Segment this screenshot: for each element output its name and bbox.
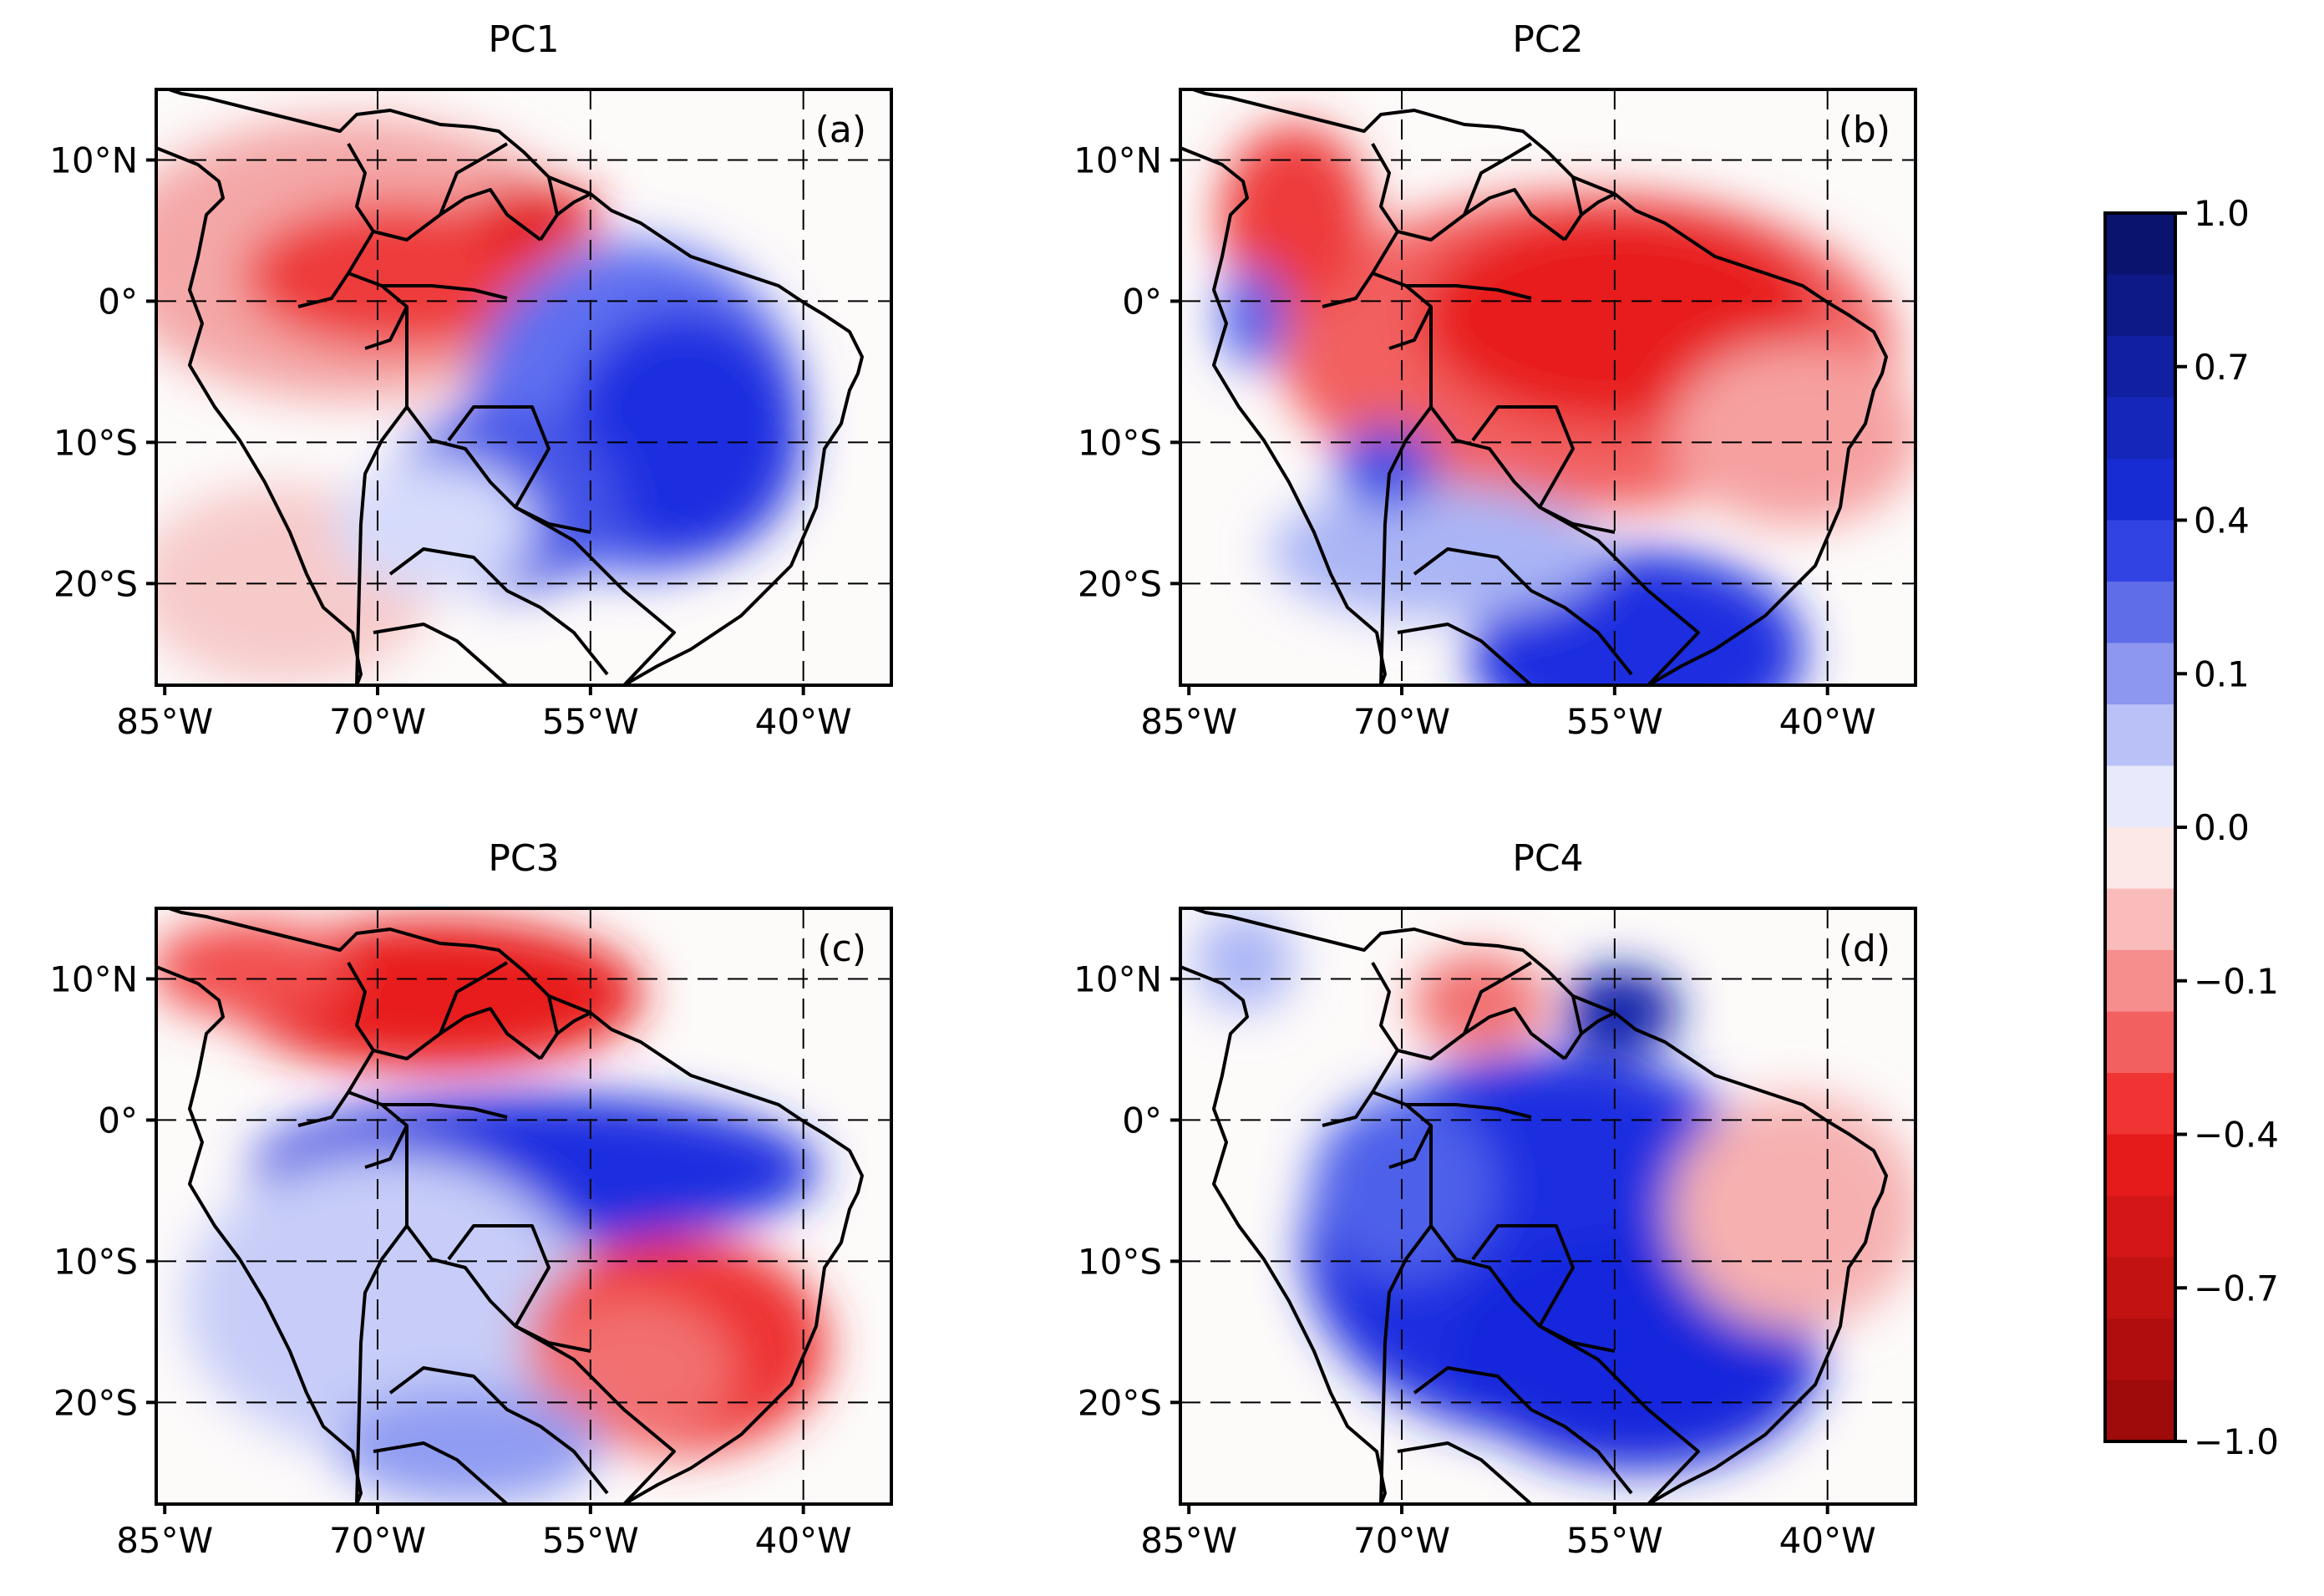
colorbar-bin (2105, 1319, 2175, 1380)
colorbar-bin (2105, 274, 2175, 337)
colorbar-bin (2105, 765, 2175, 828)
lon-tick-label: 40°W (1779, 701, 1876, 742)
gridlines (156, 89, 891, 685)
lat-tick-label: 10°S (53, 422, 138, 463)
lon-tick-label: 85°W (116, 701, 213, 742)
lon-tick-label: 40°W (755, 1520, 852, 1561)
lon-tick-label: 55°W (542, 1520, 639, 1561)
panel-title: PC1 (488, 18, 559, 61)
lat-tick-label: 0° (1122, 281, 1162, 322)
colorbar-bin (2105, 582, 2175, 643)
anomaly-field (1220, 125, 1916, 685)
colorbar-bin (2105, 336, 2175, 398)
panel-label: (b) (1839, 109, 1890, 151)
lon-tick-label: 85°W (116, 1520, 213, 1561)
lat-tick-label: 20°S (1078, 1382, 1162, 1423)
panel-d: PC4 (d) 10°N 0° 10°S 20°S 85°W 70°W 55°W 40°W (1073, 837, 1917, 1561)
lon-tick-labels: 85°W 70°W 55°W 40°W (1140, 1504, 1876, 1561)
colorbar-tick-label: −0.1 (2194, 961, 2279, 1002)
lon-tick-labels: 85°W 70°W 55°W 40°W (116, 1504, 852, 1561)
colorbar-tick-label: −1.0 (2194, 1421, 2279, 1462)
colorbar-bin (2105, 1073, 2175, 1135)
map-frame (1179, 88, 1917, 687)
lon-tick-label: 70°W (1353, 1520, 1450, 1561)
colorbar-bin (2105, 704, 2175, 766)
lat-tick-labels: 10°N 0° 10°S 20°S (49, 140, 156, 604)
anomaly-field (156, 919, 827, 1504)
lat-tick-label: 0° (1122, 1100, 1162, 1141)
colorbar-tick-label: 0.1 (2194, 653, 2250, 694)
gridlines (156, 908, 891, 1504)
colorbar-bin (2105, 520, 2175, 582)
gridlines (1180, 89, 1916, 685)
colorbar-bin (2105, 827, 2175, 889)
colorbar-tick-label: 0.0 (2194, 807, 2250, 848)
colorbar-bin (2105, 950, 2175, 1012)
colorbar-bin (2105, 397, 2175, 460)
anomaly-field (1195, 911, 1916, 1471)
lat-tick-labels: 10°N 0° 10°S 20°S (1073, 140, 1180, 604)
panel-title: PC4 (1512, 837, 1583, 880)
gridlines (1180, 908, 1916, 1504)
anomaly-field (156, 117, 802, 685)
lon-tick-label: 55°W (542, 701, 639, 742)
colorbar-bin (2105, 1257, 2175, 1319)
colorbar-tick-label: −0.7 (2194, 1268, 2279, 1309)
colorbar-bin (2105, 1196, 2175, 1258)
lon-tick-label: 70°W (1353, 701, 1450, 742)
panel-label: (a) (815, 109, 866, 151)
colorbar-bin (2105, 213, 2175, 275)
lon-tick-label: 40°W (1779, 1520, 1876, 1561)
colorbar-bin (2105, 1380, 2175, 1442)
map-frame (155, 88, 893, 687)
panel-title: PC2 (1512, 18, 1583, 61)
panel-b: PC2 (b) 10°N 0° 10°S 20°S 85°W 70°W 55°W 40°W (1073, 18, 1917, 742)
map-frame (1179, 907, 1917, 1506)
lat-tick-label: 0° (98, 281, 138, 322)
lon-tick-label: 55°W (1566, 701, 1663, 742)
colorbar-bin (2105, 459, 2175, 521)
colorbar-tick-label: 0.4 (2194, 501, 2250, 541)
colorbar-tick-label: −0.4 (2194, 1115, 2279, 1156)
panel-label: (d) (1839, 928, 1890, 970)
lat-tick-label: 10°N (49, 140, 138, 180)
lat-tick-label: 20°S (1078, 563, 1162, 604)
lon-tick-label: 70°W (329, 1520, 426, 1561)
map-frame (155, 907, 893, 1506)
panel-label: (c) (817, 928, 866, 970)
lon-tick-label: 85°W (1140, 701, 1237, 742)
lon-tick-labels: 85°W 70°W 55°W 40°W (116, 685, 852, 742)
lat-tick-label: 20°S (53, 563, 138, 604)
lat-tick-label: 10°S (1078, 1241, 1162, 1282)
lat-tick-label: 0° (98, 1100, 138, 1141)
lat-tick-labels: 10°N 0° 10°S 20°S (1073, 958, 1180, 1423)
colorbar-tick-label: 1.0 (2194, 193, 2250, 234)
colorbar-bin (2105, 643, 2175, 705)
colorbar-ticks: 1.0 0.7 0.4 0.1 0.0 −0.1 −0.4 −0.7 −1.0 (2175, 193, 2279, 1462)
colorbar-bins (2105, 213, 2175, 1442)
lat-tick-label: 20°S (53, 1382, 138, 1423)
lon-tick-label: 85°W (1140, 1520, 1237, 1561)
panel-title: PC3 (488, 837, 559, 880)
colorbar-bin (2105, 1134, 2175, 1197)
lat-tick-label: 10°S (1078, 422, 1162, 463)
lat-tick-label: 10°N (49, 958, 138, 999)
colorbar-tick-label: 0.7 (2194, 347, 2250, 388)
lat-tick-label: 10°S (53, 1241, 138, 1282)
lat-tick-label: 10°N (1073, 958, 1162, 999)
panel-a: PC1 (a) 10°N 0° 10°S 20°S 85°W 70°W 55°W 40°W (49, 18, 893, 742)
panel-c: PC3 (c) 10°N 0° 10°S 20°S 85°W 70°W 55°W 40°W (49, 837, 893, 1561)
colorbar: 1.0 0.7 0.4 0.1 0.0 −0.1 −0.4 −0.7 −1.0 (2103, 193, 2279, 1462)
colorbar-bin (2105, 1011, 2175, 1074)
lon-tick-label: 40°W (755, 701, 852, 742)
lat-tick-labels: 10°N 0° 10°S 20°S (49, 958, 156, 1423)
lat-tick-label: 10°N (1073, 140, 1162, 180)
lon-tick-label: 55°W (1566, 1520, 1663, 1561)
lon-tick-label: 70°W (329, 701, 426, 742)
lon-tick-labels: 85°W 70°W 55°W 40°W (1140, 685, 1876, 742)
colorbar-bin (2105, 888, 2175, 951)
